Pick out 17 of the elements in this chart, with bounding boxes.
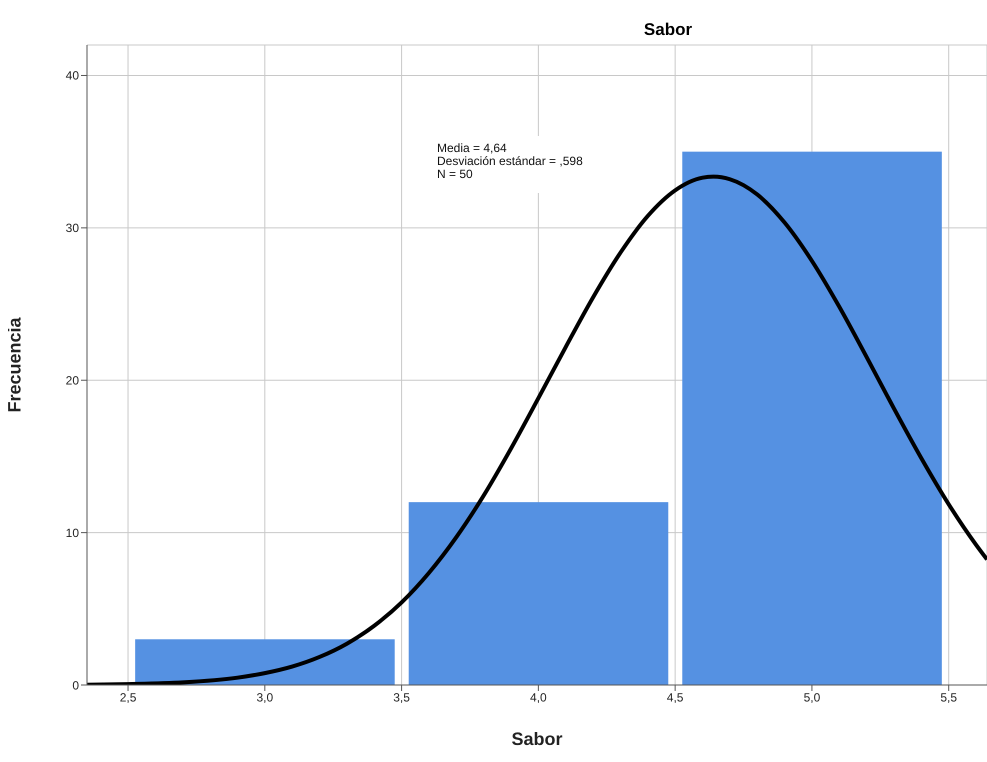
x-tick-label: 4,5 [666,690,684,705]
y-tick-label: 10 [66,526,80,540]
x-tick-label: 5,5 [940,690,958,705]
annotation: Desviación estándar = ,598 [437,154,583,168]
x-tick-label: 2,5 [120,690,137,705]
y-tick-label: 0 [72,678,80,692]
x-tick-label: 5,0 [804,690,821,705]
x-tick-label: 3,5 [393,690,410,705]
annotation: Media = 4,64 [437,141,508,155]
y-tick-label: 20 [66,374,80,388]
x-tick-label: 3,0 [256,690,274,705]
x-axis-title: Sabor [511,729,563,749]
annotation: N = 50 [437,167,474,181]
x-tick-label: 4,0 [530,690,548,705]
chart-title: Sabor [642,20,694,40]
y-tick-label: 40 [66,68,80,83]
y-tick-label: 30 [66,221,80,236]
